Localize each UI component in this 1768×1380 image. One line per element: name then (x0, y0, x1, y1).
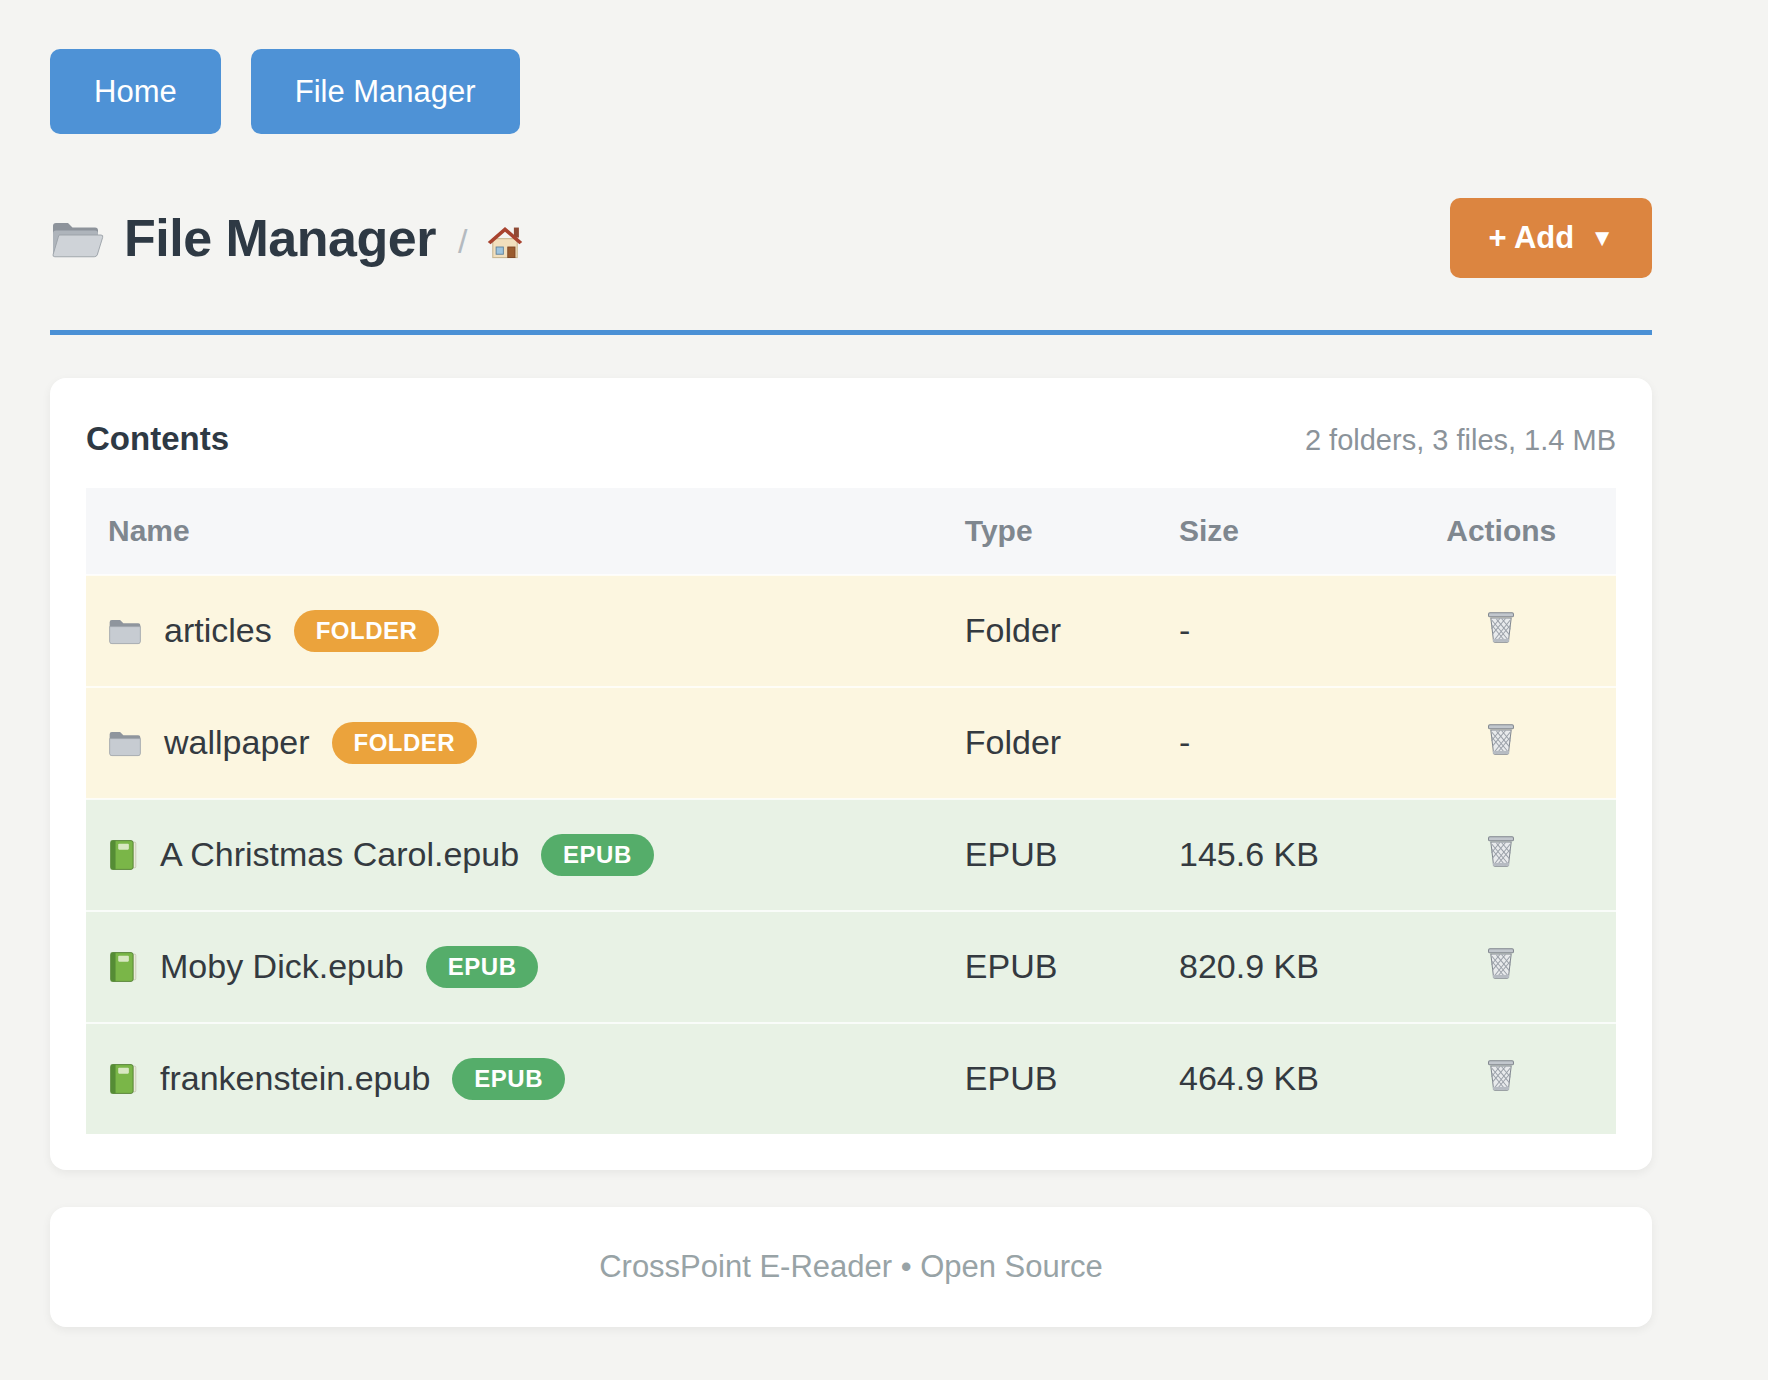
folder-icon (50, 215, 104, 261)
page-title: File Manager (124, 208, 436, 268)
contents-card-header: Contents 2 folders, 3 files, 1.4 MB (86, 414, 1616, 458)
table-header-row: Name Type Size Actions (86, 488, 1616, 575)
table-row: wallpaper FOLDER Folder - (86, 687, 1616, 799)
trash-icon[interactable] (1485, 946, 1517, 980)
caret-down-icon: ▼ (1590, 224, 1614, 252)
add-button[interactable]: + Add ▼ (1450, 198, 1652, 278)
trash-icon[interactable] (1485, 1058, 1517, 1092)
file-name[interactable]: frankenstein.epub (160, 1059, 430, 1098)
footer-text: CrossPoint E-Reader • Open Source (50, 1249, 1652, 1285)
footer: CrossPoint E-Reader • Open Source (50, 1207, 1652, 1327)
type-cell: EPUB (943, 1023, 1157, 1134)
table-row: frankenstein.epub EPUB EPUB 464.9 KB (86, 1023, 1616, 1134)
table-row: Moby Dick.epub EPUB EPUB 820.9 KB (86, 911, 1616, 1023)
title-divider (50, 330, 1652, 335)
trash-icon[interactable] (1485, 722, 1517, 756)
size-cell: 464.9 KB (1157, 1023, 1387, 1134)
size-cell: 820.9 KB (1157, 911, 1387, 1023)
top-nav: Home File Manager (50, 49, 1652, 134)
breadcrumb: File Manager / (50, 208, 525, 268)
type-cell: Folder (943, 687, 1157, 799)
nav-home-button[interactable]: Home (50, 49, 221, 134)
type-badge: FOLDER (332, 722, 478, 764)
file-name[interactable]: wallpaper (164, 723, 310, 762)
column-header-actions: Actions (1386, 488, 1616, 575)
contents-heading: Contents (86, 420, 229, 458)
type-cell: EPUB (943, 911, 1157, 1023)
contents-summary: 2 folders, 3 files, 1.4 MB (1305, 424, 1616, 457)
green-book-icon (108, 839, 138, 871)
type-cell: Folder (943, 575, 1157, 687)
file-name[interactable]: A Christmas Carol.epub (160, 835, 519, 874)
files-table: Name Type Size Actions articles FOLDER (86, 488, 1616, 1134)
folder-icon (108, 616, 142, 646)
type-badge: EPUB (541, 834, 654, 876)
nav-file-manager-button[interactable]: File Manager (251, 49, 520, 134)
home-icon[interactable] (485, 223, 525, 261)
size-cell: 145.6 KB (1157, 799, 1387, 911)
breadcrumb-separator: / (458, 222, 467, 261)
table-row: A Christmas Carol.epub EPUB EPUB 145.6 K… (86, 799, 1616, 911)
type-badge: EPUB (426, 946, 539, 988)
folder-icon (108, 728, 142, 758)
column-header-name: Name (86, 488, 943, 575)
column-header-size: Size (1157, 488, 1387, 575)
contents-card: Contents 2 folders, 3 files, 1.4 MB Name… (50, 378, 1652, 1170)
size-cell: - (1157, 575, 1387, 687)
type-badge: FOLDER (294, 610, 440, 652)
trash-icon[interactable] (1485, 834, 1517, 868)
file-name[interactable]: articles (164, 611, 272, 650)
trash-icon[interactable] (1485, 610, 1517, 644)
green-book-icon (108, 951, 138, 983)
file-name[interactable]: Moby Dick.epub (160, 947, 404, 986)
green-book-icon (108, 1063, 138, 1095)
add-button-label: + Add (1488, 220, 1574, 256)
column-header-type: Type (943, 488, 1157, 575)
size-cell: - (1157, 687, 1387, 799)
file-manager-page: Home File Manager File Manager / (50, 0, 1652, 1327)
table-row: articles FOLDER Folder - (86, 575, 1616, 687)
page-header: File Manager / + Add ▼ (50, 198, 1652, 278)
type-cell: EPUB (943, 799, 1157, 911)
type-badge: EPUB (452, 1058, 565, 1100)
